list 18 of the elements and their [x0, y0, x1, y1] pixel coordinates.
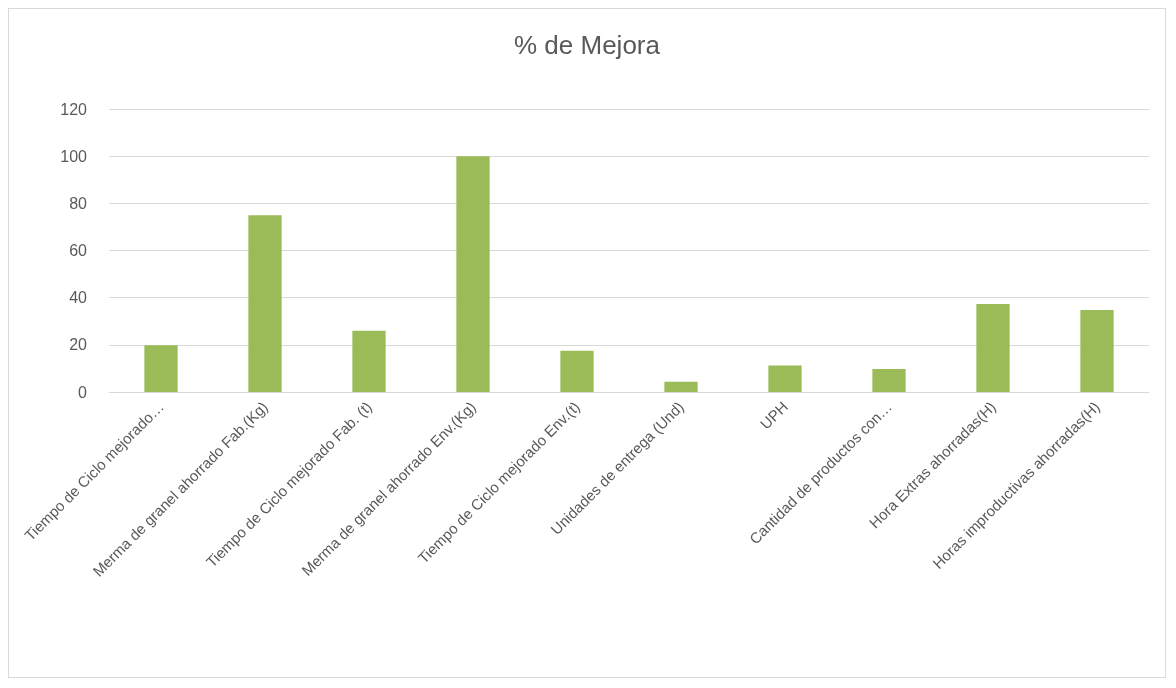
chart-title: % de Mejora	[514, 30, 661, 60]
y-tick-label: 0	[78, 383, 88, 401]
y-tick-label: 20	[69, 336, 88, 354]
bar	[144, 345, 178, 392]
bar	[768, 365, 802, 392]
bar	[560, 350, 594, 392]
y-tick-label: 60	[69, 242, 88, 259]
bar	[976, 304, 1010, 392]
y-tick-label: 40	[69, 289, 88, 307]
bar	[352, 330, 386, 392]
y-tick-label: 120	[60, 100, 88, 118]
y-tick-label: 100	[60, 147, 88, 165]
y-tick-label: 80	[69, 194, 88, 212]
bar	[1080, 309, 1114, 392]
bar	[456, 156, 490, 392]
bar	[248, 215, 282, 392]
bar	[872, 369, 906, 392]
bar	[664, 381, 698, 392]
